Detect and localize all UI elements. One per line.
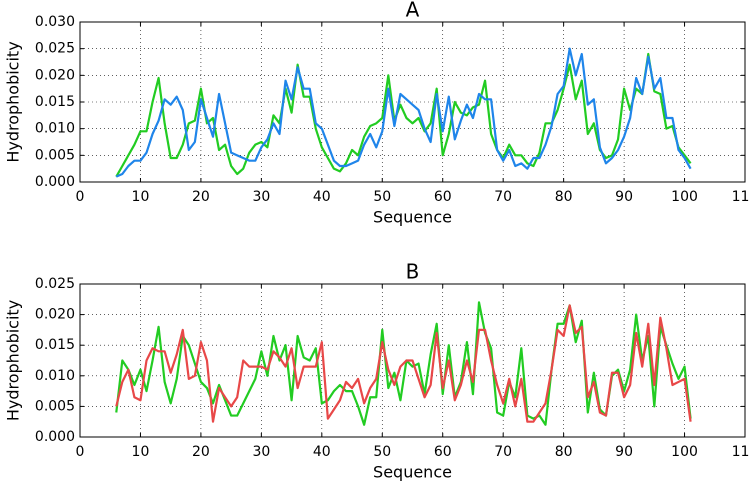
y-tick-label: 0.010 <box>35 368 75 384</box>
x-tick-label: 70 <box>494 189 512 205</box>
x-tick-label: 80 <box>555 444 573 460</box>
x-tick-label: 50 <box>373 444 391 460</box>
chart-title: A <box>406 0 420 22</box>
y-tick-label: 0.020 <box>35 67 75 83</box>
data-line <box>115 47 692 178</box>
x-axis-label: Sequence <box>373 463 452 482</box>
x-tick-label: 0 <box>76 189 85 205</box>
x-tick-label: 30 <box>252 444 270 460</box>
x-axis-label: Sequence <box>373 208 452 227</box>
x-tick-label: 40 <box>313 444 331 460</box>
x-tick-label: 100 <box>671 189 698 205</box>
y-tick-label: 0.015 <box>35 337 75 353</box>
y-tick-label: 0.020 <box>35 307 75 323</box>
x-tick-label: 60 <box>434 444 452 460</box>
x-tick-label: 20 <box>192 444 210 460</box>
x-tick-label: 110 <box>732 189 750 205</box>
x-tick-label: 80 <box>555 189 573 205</box>
x-tick-label: 90 <box>615 189 633 205</box>
y-tick-label: 0.010 <box>35 121 75 137</box>
plot-frame <box>79 283 746 438</box>
y-axis-label: Hydrophobicity <box>4 300 23 421</box>
y-tick-label: 0.025 <box>35 276 75 292</box>
y-tick-label: 0.000 <box>35 174 75 190</box>
chart-title: B <box>406 260 420 284</box>
x-tick-label: 110 <box>732 444 750 460</box>
y-tick-label: 0.000 <box>35 429 75 445</box>
x-tick-label: 10 <box>132 189 150 205</box>
y-tick-label: 0.030 <box>35 14 75 30</box>
y-axis-label: Hydrophobicity <box>4 41 23 162</box>
y-tick-label: 0.025 <box>35 41 75 57</box>
x-tick-label: 90 <box>615 444 633 460</box>
y-tick-label: 0.005 <box>35 398 75 414</box>
x-tick-label: 60 <box>434 189 452 205</box>
x-tick-label: 40 <box>313 189 331 205</box>
y-tick-label: 0.005 <box>35 147 75 163</box>
x-tick-label: 70 <box>494 444 512 460</box>
x-tick-label: 50 <box>373 189 391 205</box>
x-tick-label: 0 <box>76 444 85 460</box>
data-line <box>115 304 692 423</box>
x-tick-label: 30 <box>252 189 270 205</box>
y-tick-label: 0.015 <box>35 94 75 110</box>
x-tick-label: 100 <box>671 444 698 460</box>
x-tick-label: 10 <box>132 444 150 460</box>
data-line <box>115 52 692 178</box>
x-tick-label: 20 <box>192 189 210 205</box>
plot-frame <box>79 21 746 183</box>
